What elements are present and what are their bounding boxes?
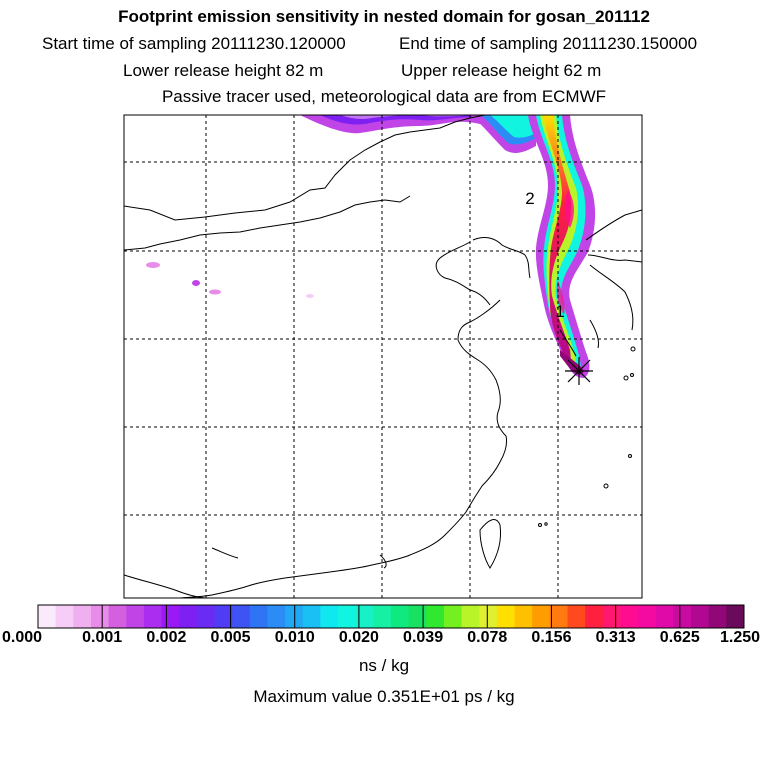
colorbar-swatch [567,605,586,628]
colorbar-swatch [161,605,180,628]
colorbar-units: ns / kg [358,656,410,675]
colorbar-tick-label: 0.039 [403,629,444,646]
end-time-label: End time of sampling 20111230.150000 [399,34,698,53]
colorbar-tick-label: 0.010 [274,629,315,646]
colorbar-swatch [196,605,215,628]
colorbar-swatch [479,605,498,628]
colorbar-swatch [338,605,357,628]
colorbar [38,605,745,628]
colorbar-swatch [232,605,251,628]
colorbar-tick-label: 0.002 [146,629,187,646]
islands [538,346,636,527]
colorbar-swatch [496,605,516,628]
map-label-2: 2 [525,189,534,208]
colorbar-tick-label: 0.625 [659,629,700,646]
colorbar-swatch [638,605,657,628]
receptor-cross-icon [565,357,593,385]
colorbar-swatch [691,605,710,628]
colorbar-tick-label: 0.156 [531,629,572,646]
plot-title: Footprint emission sensitivity in nested… [118,7,650,26]
graticule [124,115,642,598]
colorbar-tick-label: 0.000 [1,629,43,646]
tracer-note: Passive tracer used, meteorological data… [161,87,607,106]
colorbar-swatch [514,605,533,628]
colorbar-swatch [408,605,427,628]
colorbar-swatch [391,605,410,628]
colorbar-swatch [655,605,674,628]
colorbar-swatch [108,605,127,628]
colorbar-swatch [267,605,286,628]
colorbar-swatch [320,605,339,628]
colorbar-swatch [673,605,692,628]
colorbar-swatch [620,605,639,628]
map-frame [123,114,643,599]
colorbar-swatch [143,605,163,628]
colorbar-swatch [373,605,392,628]
map-area [124,115,642,598]
colorbar-swatch [426,605,445,628]
colorbar-tick-label: 0.005 [210,629,251,646]
lower-release-label: Lower release height 82 m [123,61,324,80]
colorbar-tick-label: 0.313 [595,629,636,646]
colorbar-tick-label: 0.078 [467,629,508,646]
colorbar-swatch [708,605,727,628]
colorbar-swatch [443,605,463,628]
colorbar-swatch [355,605,374,628]
colorbar-swatch [90,605,110,628]
map-label-1: 1 [555,302,564,321]
colorbar-swatch [285,605,304,628]
colorbar-tick-label: 1.250 [719,629,761,646]
colorbar-swatch [532,605,551,628]
colorbar-swatch [549,605,568,628]
colorbar-swatch [461,605,480,628]
colorbar-swatch [585,605,604,628]
colorbar-tick-label: 0.001 [82,629,123,646]
footprint-specks [146,262,314,298]
colorbar-frame [37,604,745,629]
colorbar-swatch [249,605,268,628]
upper-release-label: Upper release height 62 m [401,61,602,80]
colorbar-swatch [55,605,74,628]
colorbar-swatch [73,605,92,628]
maximum-value-label: Maximum value 0.351E+01 ps / kg [253,687,515,706]
colorbar-tick-label: 0.020 [338,629,379,646]
colorbar-swatch [302,605,321,628]
colorbar-swatch [179,605,198,628]
start-time-label: Start time of sampling 20111230.120000 [42,34,346,53]
footprint-plume [300,115,596,378]
colorbar-swatch [726,605,745,628]
colorbar-swatch [38,605,57,628]
colorbar-swatch [214,605,233,628]
colorbar-swatch [126,605,145,628]
coastlines [124,115,642,598]
colorbar-swatch [602,605,621,628]
